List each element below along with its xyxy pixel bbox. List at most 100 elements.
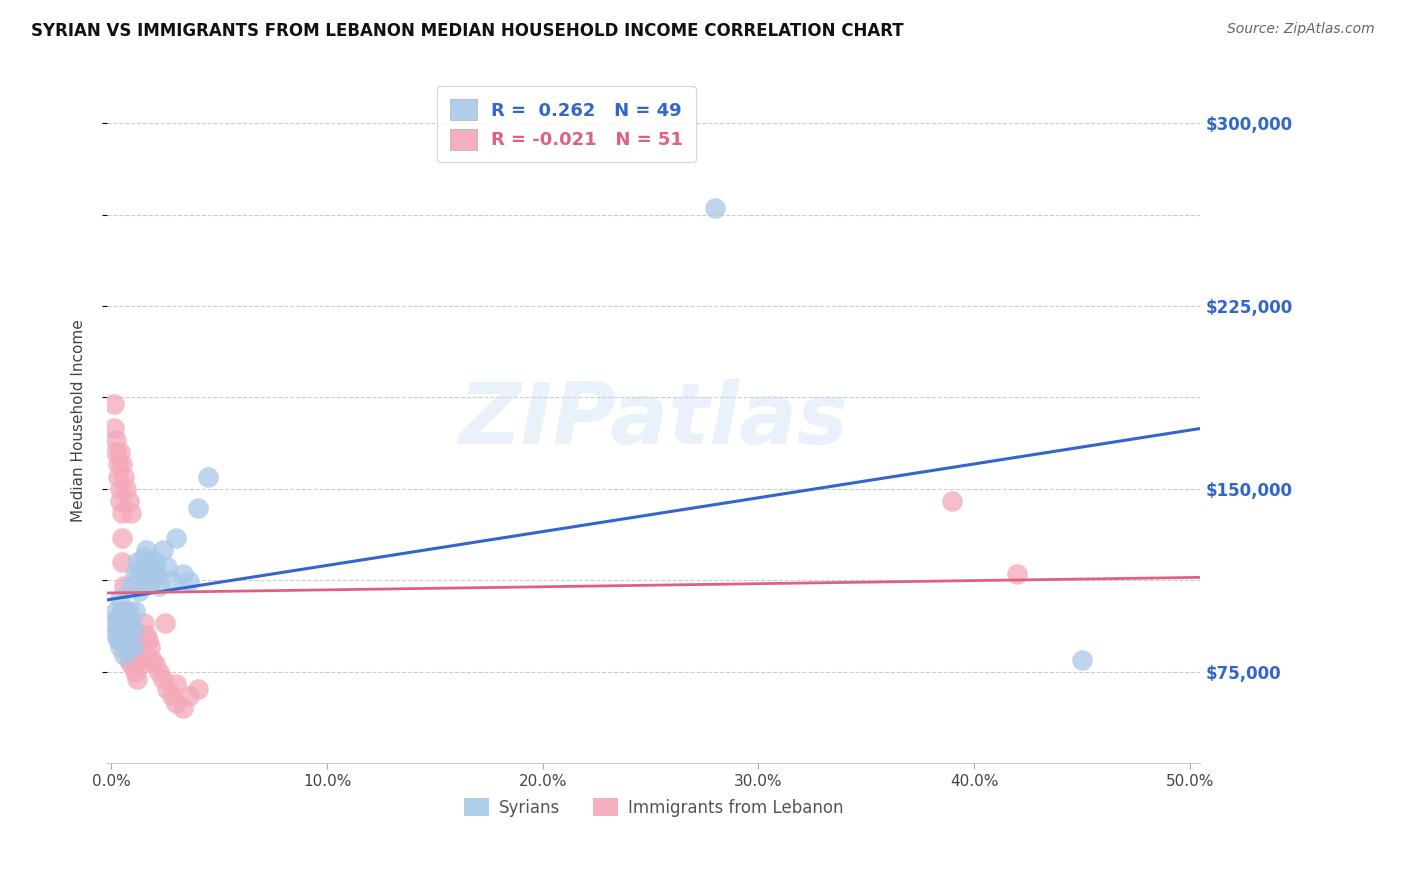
Point [132,550,155,565]
Point [103,615,125,630]
Point [117,624,139,638]
Point [103,396,125,410]
Point [148,665,170,679]
Point [107,469,129,483]
Point [112,469,135,483]
Point [148,579,170,593]
Point [111,633,134,648]
Point [1005,567,1028,582]
Point [111,531,134,545]
Point [143,657,166,672]
Point [112,604,135,618]
Point [165,531,187,545]
Point [128,640,150,655]
Point [177,574,200,589]
Point [115,633,138,648]
Point [124,665,146,679]
Point [124,567,146,582]
Point [120,579,142,593]
Point [160,574,183,589]
Point [160,689,183,703]
Point [131,657,153,672]
Point [104,604,127,618]
Point [132,615,155,630]
Point [104,445,127,459]
Point [117,604,139,618]
Point [111,506,134,520]
Point [1070,652,1092,666]
Point [187,681,209,696]
Text: SYRIAN VS IMMIGRANTS FROM LEBANON MEDIAN HOUSEHOLD INCOME CORRELATION CHART: SYRIAN VS IMMIGRANTS FROM LEBANON MEDIAN… [31,22,904,40]
Point [104,433,127,447]
Point [135,628,157,642]
Point [122,640,145,655]
Point [107,458,129,472]
Point [115,482,138,496]
Point [115,628,138,642]
Point [122,624,145,638]
Point [152,672,174,686]
Point [141,652,163,666]
Point [124,604,146,618]
Point [107,633,129,648]
Point [111,604,134,618]
Point [145,567,167,582]
Legend: Syrians, Immigrants from Lebanon: Syrians, Immigrants from Lebanon [457,791,851,823]
Point [103,421,125,435]
Point [108,445,131,459]
Point [156,681,179,696]
Point [135,542,157,557]
Point [120,506,142,520]
Point [177,689,200,703]
Point [115,615,138,630]
Point [704,202,727,216]
Point [108,494,131,508]
Point [127,672,149,686]
Point [117,494,139,508]
Point [139,640,162,655]
Point [112,611,135,625]
Point [107,624,129,638]
Point [172,701,194,715]
Point [112,579,135,593]
Point [197,469,219,483]
Point [120,657,142,672]
Point [141,574,163,589]
Point [155,615,177,630]
Point [120,633,142,648]
Point [128,584,150,599]
Point [127,652,149,666]
Point [115,615,138,630]
Point [136,633,159,648]
Point [117,640,139,655]
Point [111,458,134,472]
Point [136,555,159,569]
Point [107,611,129,625]
Point [165,677,187,691]
Point [156,560,179,574]
Point [941,494,963,508]
Point [127,555,149,569]
Point [111,621,134,635]
Point [172,567,194,582]
Point [128,567,150,582]
Point [139,560,162,574]
Point [132,579,155,593]
Point [143,555,166,569]
Point [117,640,139,655]
Point [112,648,135,662]
Point [122,648,145,662]
Text: ZIPatlas: ZIPatlas [458,379,849,462]
Point [122,624,145,638]
Point [152,542,174,557]
Point [108,640,131,655]
Point [112,628,135,642]
Point [143,567,166,582]
Point [120,615,142,630]
Point [165,697,187,711]
Point [111,555,134,569]
Point [131,560,153,574]
Y-axis label: Median Household Income: Median Household Income [72,319,86,522]
Point [187,501,209,516]
Point [108,615,131,630]
